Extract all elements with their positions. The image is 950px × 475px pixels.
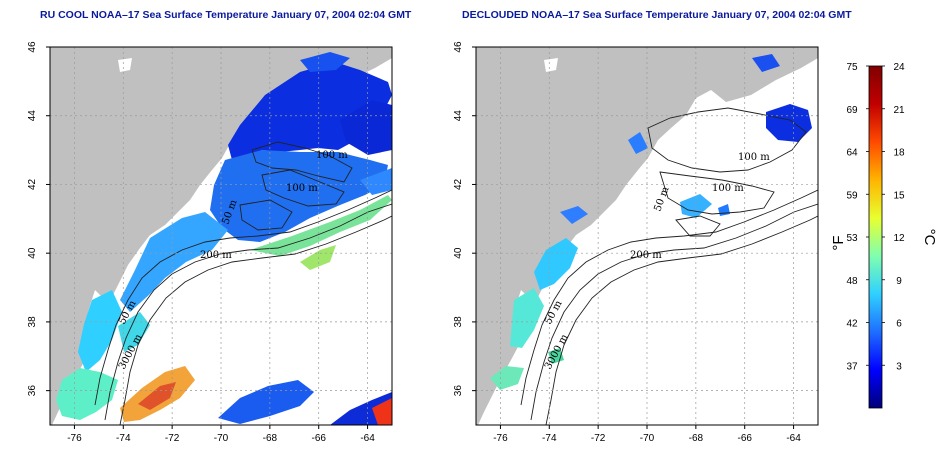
left-grid — [50, 47, 392, 425]
right-land — [476, 47, 818, 425]
colorbar-fahrenheit-label: 64 — [846, 148, 858, 159]
colorbar-celsius-label: 15 — [893, 190, 905, 201]
colorbar-gradient — [868, 65, 883, 409]
celsius-unit-label: °C — [921, 229, 938, 246]
colorbar-fahrenheit-label: 48 — [846, 276, 858, 287]
x-tick-label: -74 — [116, 433, 131, 444]
contour-label: 200 m — [200, 250, 232, 261]
colorbar-celsius-label: 3 — [896, 361, 902, 372]
contour-label: 100 m — [286, 183, 318, 194]
colorbar-fahrenheit-label: 75 — [846, 62, 858, 73]
left-lake — [118, 58, 132, 72]
left-land — [50, 47, 392, 425]
y-tick-label: 42 — [453, 178, 464, 190]
y-tick-label: 42 — [27, 178, 38, 190]
colorbar-ticks: 3 37 6 42 9 48 12 53 15 59 18 64 21 69 24 75 — [846, 62, 905, 372]
right-axes: -76 -74 -72 -70 -68 -66 -64 36 38 40 42 44 46 — [453, 41, 801, 444]
colorbar-fahrenheit-label: 59 — [846, 190, 858, 201]
left-sst-field — [56, 52, 392, 425]
x-tick-label: -64 — [786, 433, 801, 444]
x-tick-label: -70 — [214, 433, 229, 444]
x-tick-label: -74 — [542, 433, 557, 444]
contour-label: 100 m — [738, 152, 770, 163]
x-tick-label: -68 — [263, 433, 278, 444]
x-tick-label: -72 — [591, 433, 606, 444]
contour-label: 200 m — [630, 250, 662, 261]
y-tick-label: 36 — [453, 385, 464, 397]
colorbar-fahrenheit-label: 53 — [846, 233, 858, 244]
y-tick-label: 44 — [27, 110, 38, 122]
x-tick-label: -76 — [67, 433, 82, 444]
right-map-title: DECLOUDED NOAA–17 Sea Surface Temperatur… — [462, 9, 852, 21]
y-tick-label: 38 — [27, 316, 38, 328]
x-tick-label: -76 — [493, 433, 508, 444]
x-tick-label: -70 — [640, 433, 655, 444]
colorbar-fahrenheit-label: 42 — [846, 319, 858, 330]
right-grid — [476, 47, 818, 425]
fahrenheit-unit-label: °F — [830, 235, 847, 250]
colorbar-celsius-label: 21 — [893, 105, 905, 116]
colorbar-celsius-label: 6 — [896, 319, 902, 330]
y-tick-label: 46 — [453, 41, 464, 53]
x-tick-label: -68 — [689, 433, 704, 444]
contour-label: 100 m — [712, 183, 744, 194]
colorbar-celsius-label: 18 — [893, 148, 905, 159]
colorbar-fahrenheit-label: 69 — [846, 105, 858, 116]
y-tick-label: 40 — [27, 247, 38, 259]
y-tick-label: 40 — [453, 247, 464, 259]
colorbar: 3 37 6 42 9 48 12 53 15 59 18 64 21 69 24 75 °F °C — [830, 62, 938, 409]
colorbar-celsius-label: 24 — [893, 62, 905, 73]
y-tick-label: 36 — [27, 385, 38, 397]
x-tick-label: -66 — [737, 433, 752, 444]
y-tick-label: 38 — [453, 316, 464, 328]
y-tick-label: 46 — [27, 41, 38, 53]
right-sst-field — [490, 54, 812, 390]
left-bathymetry-contours — [94, 141, 392, 425]
colorbar-fahrenheit-label: 37 — [846, 361, 858, 372]
left-map-title: RU COOL NOAA–17 Sea Surface Temperature … — [40, 9, 412, 21]
right-lake — [544, 58, 558, 72]
right-bathymetry-contours — [520, 107, 818, 425]
y-tick-label: 44 — [453, 110, 464, 122]
contour-label: 100 m — [316, 150, 348, 161]
colorbar-celsius-label: 9 — [896, 276, 902, 287]
x-tick-label: -64 — [360, 433, 375, 444]
colorbar-celsius-label: 12 — [893, 233, 905, 244]
x-tick-label: -72 — [165, 433, 180, 444]
x-tick-label: -66 — [311, 433, 326, 444]
left-axes: -76 -74 -72 -70 -68 -66 -64 36 38 40 42 44 46 — [27, 41, 375, 444]
